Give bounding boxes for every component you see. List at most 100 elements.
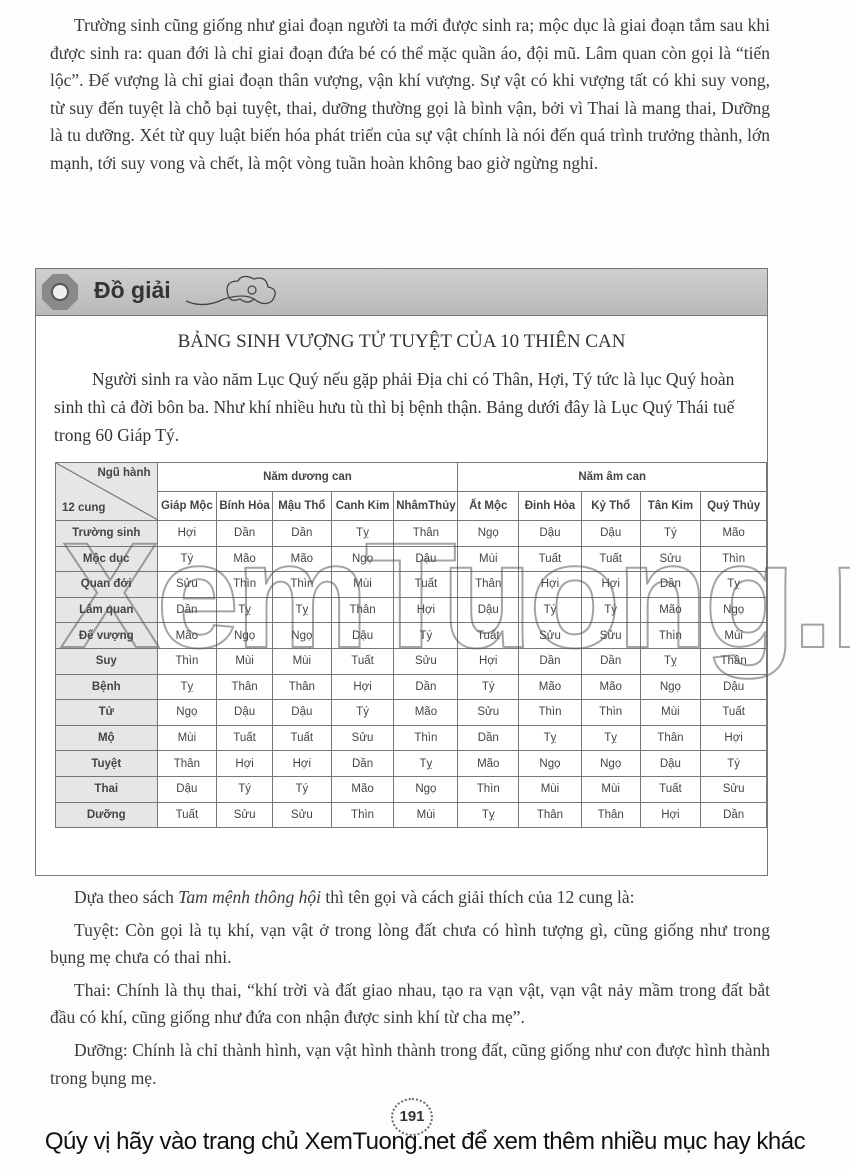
table-row: Trường sinh Hợi Dần Dần Tỵ Thân Ngọ Dậu Dậu Tý Mão [55, 520, 767, 547]
table-cell: Sửu [518, 622, 582, 649]
table-cell: Tý [580, 596, 641, 624]
table-row: Quan đới Sửu Thìn Thìn Mùi Tuất Thân Hợi Hợi Dần T… [55, 571, 767, 598]
column-header: Quý Thủy [700, 491, 767, 521]
after-paragraphs: Dựa theo sách Tam mệnh thông hội thì tên… [50, 884, 770, 1097]
paragraph-thai: Thai: Chính là thụ thai, “khí trời và đấ… [50, 979, 770, 1028]
table-cell: Sửu [271, 801, 332, 829]
table-cell: Ngọ [457, 520, 520, 547]
table-cell: Thân [393, 520, 459, 547]
table-cell: Mão [156, 622, 218, 649]
table-cell: Hợi [639, 801, 702, 829]
table-cell: Thân [700, 647, 767, 675]
table-cell: Hợi [393, 596, 459, 624]
table-cell: Tuất [330, 647, 395, 675]
row-label: Thai [55, 775, 158, 803]
table-cell: Ngọ [639, 673, 702, 701]
table-cell: Tỵ [700, 571, 767, 598]
table-cell: Tý [639, 520, 702, 547]
table-cell: Sửu [457, 699, 520, 726]
table-cell: Tuất [156, 801, 218, 829]
table-cell: Mão [580, 673, 641, 701]
column-header: Kỷ Thổ [580, 491, 641, 521]
intro-text: Người sinh ra vào năm Lục Quý nếu gặp ph… [54, 369, 735, 445]
paragraph-duong: Dưỡng: Chính là chỉ thành hình, vạn vật … [50, 1039, 770, 1088]
table-cell: Hợi [330, 673, 395, 701]
table-cell: Tuất [271, 724, 332, 752]
table-cell: Sửu [580, 622, 641, 649]
table-cell: Sửu [216, 801, 273, 829]
table-row: Mộ Mùi Tuất Tuất Sửu Thìn Dần Tỵ Tỵ Thân Hợi [55, 724, 767, 752]
row-label: Lâm quan [55, 596, 158, 624]
table-cell: Thìn [518, 699, 582, 726]
table-cell: Hợi [457, 647, 520, 675]
table-cell: Dần [580, 647, 641, 675]
cloud-ornament-icon [185, 275, 276, 306]
table-cell: Tỵ [330, 520, 395, 547]
table-cell: Thìn [700, 545, 767, 573]
section-header-title: Đồ giải [94, 277, 171, 303]
table-cell: Tý [700, 750, 767, 777]
table-cell: Mùi [393, 801, 459, 829]
table-cell: Mão [330, 775, 395, 803]
table-cell: Tý [216, 775, 273, 803]
table-row: Bệnh Tỵ Thân Thân Hợi Dần Tý Mão Mão Ngọ Dậu [55, 673, 767, 701]
footer-banner: Qúy vị hãy vào trang chủ XemTuong.net để… [44, 1128, 806, 1155]
table-cell: Thìn [457, 775, 520, 803]
corner-top-label: Ngũ hành [97, 467, 151, 479]
table-cell: Dần [156, 596, 218, 624]
table-cell: Mùi [457, 545, 520, 573]
table-cell: Dậu [518, 520, 582, 547]
table-cell: Ngọ [330, 545, 395, 573]
table-cell: Thìn [271, 571, 332, 598]
table-cell: Tỵ [639, 647, 702, 675]
table-cell: Tuất [639, 775, 702, 803]
table-cell: Tuất [700, 699, 767, 726]
text: Dựa theo sách [74, 887, 179, 907]
table-cell: Tỵ [216, 596, 273, 624]
table-cell: Dậu [580, 520, 641, 547]
bagua-icon [42, 274, 78, 310]
table-cell: Thân [330, 596, 395, 624]
table-cell: Thân [457, 571, 520, 598]
table-intro: Người sinh ra vào năm Lục Quý nếu gặp ph… [54, 365, 766, 449]
table-corner-header: Ngũ hành 12 cung [55, 462, 158, 521]
table-cell: Dần [639, 571, 702, 598]
table-cell: Tý [518, 596, 582, 624]
row-label: Dưỡng [55, 801, 158, 829]
row-label: Tử [55, 699, 158, 726]
table-cell: Mão [216, 545, 273, 573]
table-cell: Ngọ [700, 596, 767, 624]
column-header: NhâmThủy [393, 491, 459, 521]
row-label: Mộc dục [55, 545, 158, 573]
table-cell: Mão [271, 545, 332, 573]
table-cell: Mùi [700, 622, 767, 649]
table-cell: Sửu [393, 647, 459, 675]
table-cell: Dần [518, 647, 582, 675]
table-cell: Tý [457, 673, 520, 701]
table-row: Đế vượng Mão Ngọ Ngọ Dậu Tý Tuất Sửu Sửu Thìn Mùi [55, 622, 767, 649]
table-cell: Mão [457, 750, 520, 777]
column-header: Bính Hỏa [216, 491, 273, 521]
table-cell: Tỵ [518, 724, 582, 752]
table-cell: Tỵ [393, 750, 459, 777]
table-cell: Dậu [156, 775, 218, 803]
sinh-vuong-table: Ngũ hành 12 cung Năm dương can Năm âm ca… [55, 462, 767, 829]
table-cell: Tý [330, 699, 395, 726]
table-cell: Thân [156, 750, 218, 777]
table-cell: Tỵ [271, 596, 332, 624]
row-label: Quan đới [55, 571, 158, 598]
table-cell: Hợi [156, 520, 218, 547]
table-cell: Tuất [518, 545, 582, 573]
table-cell: Thìn [580, 699, 641, 726]
table-cell: Thân [518, 801, 582, 829]
table-cell: Dậu [271, 699, 332, 726]
table-row: Tử Ngọ Dậu Dậu Tý Mão Sửu Thìn Thìn Mùi Tuất [55, 699, 767, 726]
table-cell: Mão [700, 520, 767, 547]
table-cell: Ngọ [518, 750, 582, 777]
table-cell: Thìn [216, 571, 273, 598]
row-label: Suy [55, 647, 158, 675]
table-cell: Ngọ [393, 775, 459, 803]
paragraph-text: Trường sinh cũng giống như giai đoạn ngư… [50, 15, 770, 173]
table-cell: Mùi [518, 775, 582, 803]
table-cell: Thân [216, 673, 273, 701]
